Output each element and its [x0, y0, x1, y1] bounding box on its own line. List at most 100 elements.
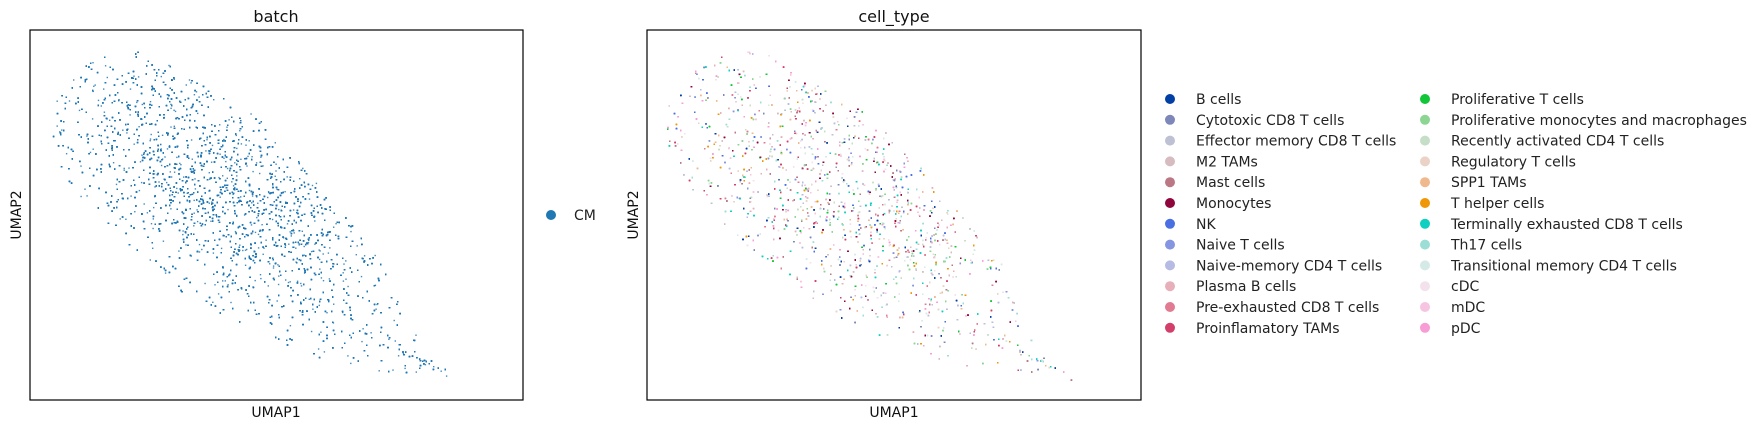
- batch-point: [86, 135, 88, 137]
- batch-point: [245, 144, 247, 146]
- batch-point: [109, 119, 111, 121]
- batch-point: [295, 261, 297, 263]
- batch-point: [222, 280, 224, 282]
- batch-point: [198, 251, 201, 253]
- batch-point: [193, 199, 195, 202]
- batch-point: [97, 99, 100, 102]
- batch-point: [251, 156, 253, 158]
- batch-point: [198, 96, 200, 98]
- batch-point: [257, 233, 260, 236]
- batch-panel: batch UMAP1 UMAP2 CM: [9, 7, 596, 421]
- batch-point: [219, 124, 221, 126]
- batch-point: [388, 338, 390, 340]
- batch-point: [222, 267, 224, 269]
- batch-point: [241, 288, 243, 290]
- batch-point: [278, 208, 280, 211]
- batch-point: [179, 162, 181, 165]
- batch-point: [56, 125, 58, 127]
- batch-point: [162, 240, 165, 242]
- batch-point: [244, 264, 247, 266]
- batch-point: [260, 156, 262, 158]
- batch-point: [301, 230, 303, 232]
- batch-point: [296, 280, 299, 282]
- batch-point: [402, 352, 405, 355]
- batch-point: [149, 138, 152, 140]
- batch-point: [362, 328, 364, 330]
- batch-point: [319, 268, 321, 270]
- batch-point: [362, 258, 364, 260]
- batch-point: [152, 247, 154, 249]
- batch-point: [128, 167, 130, 169]
- batch-point: [103, 88, 105, 90]
- batch-point: [278, 275, 280, 277]
- batch-point: [342, 280, 345, 282]
- batch-point: [112, 162, 115, 164]
- batch-point: [242, 249, 244, 252]
- batch-point: [293, 232, 295, 234]
- batch-point: [404, 367, 406, 370]
- batch-point: [333, 226, 335, 228]
- batch-point: [80, 195, 82, 198]
- batch-point: [267, 196, 269, 199]
- batch-point: [424, 364, 427, 366]
- batch-point: [308, 198, 311, 200]
- batch-point: [137, 76, 140, 78]
- batch-point: [141, 103, 143, 106]
- batch-point: [240, 143, 243, 145]
- batch-point: [149, 259, 151, 261]
- batch-point: [342, 272, 344, 274]
- batch-point: [212, 252, 215, 254]
- batch-point: [68, 100, 71, 102]
- batch-point: [262, 253, 264, 255]
- batch-point: [160, 148, 162, 150]
- batch-point: [275, 170, 277, 172]
- batch-point: [186, 192, 188, 194]
- batch-point: [161, 134, 164, 136]
- batch-point: [248, 189, 251, 192]
- batch-point: [397, 355, 400, 357]
- batch-point: [333, 303, 335, 305]
- batch-point: [310, 250, 313, 253]
- batch-point: [236, 175, 238, 177]
- batch-point: [223, 138, 225, 141]
- batch-point: [445, 375, 448, 377]
- batch-point: [201, 248, 203, 251]
- batch-point: [286, 223, 289, 225]
- batch-point: [103, 111, 106, 113]
- batch-point: [183, 176, 185, 178]
- batch-point: [160, 143, 162, 146]
- batch-point: [182, 233, 184, 236]
- batch-point: [323, 351, 326, 353]
- batch-point: [292, 246, 294, 248]
- batch-point: [139, 161, 142, 163]
- batch-point: [252, 170, 254, 173]
- batch-point: [173, 125, 175, 127]
- batch-point: [239, 244, 241, 246]
- batch-point: [188, 201, 191, 203]
- batch-point: [303, 245, 305, 248]
- batch-point: [236, 147, 238, 150]
- batch-point: [154, 186, 156, 188]
- batch-point: [136, 101, 138, 104]
- batch-point: [168, 145, 171, 147]
- batch-point: [303, 254, 305, 256]
- batch-point: [123, 169, 125, 171]
- batch-point: [260, 277, 262, 280]
- batch-point: [219, 153, 221, 155]
- batch-point: [308, 298, 310, 300]
- batch-point: [274, 142, 276, 144]
- batch-point: [212, 301, 214, 303]
- batch-point: [342, 311, 344, 314]
- batch-point: [129, 88, 132, 90]
- batch-point: [176, 146, 179, 148]
- batch-point: [129, 114, 131, 116]
- batch-point: [217, 293, 220, 295]
- batch-point: [86, 195, 88, 197]
- batch-point: [188, 79, 191, 81]
- batch-point: [259, 274, 262, 276]
- batch-point: [208, 172, 210, 174]
- batch-point: [92, 90, 94, 93]
- batch-point: [311, 184, 314, 187]
- batch-point: [292, 229, 294, 231]
- batch-point: [303, 272, 306, 274]
